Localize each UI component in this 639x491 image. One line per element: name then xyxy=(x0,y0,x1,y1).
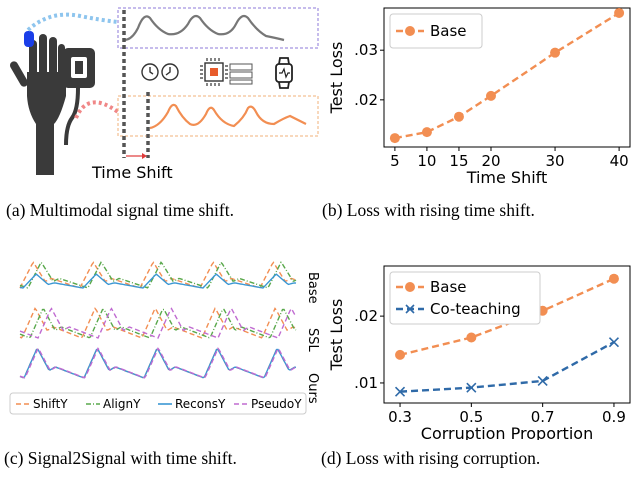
smartwatch-icon xyxy=(275,57,293,89)
signal-legend-label: ReconsY xyxy=(175,397,226,411)
data-point xyxy=(485,90,496,101)
y-tick-label: .02 xyxy=(354,91,378,109)
signal-line xyxy=(19,273,297,289)
series-line-1 xyxy=(399,341,615,393)
caption-b: (b) Loss with rising time shift. xyxy=(322,200,535,220)
y-tick-label: .02 xyxy=(354,307,378,325)
wrist-device-icon xyxy=(63,48,95,146)
signal-line xyxy=(19,308,297,339)
caption-a: (a) Multimodal signal time shift. xyxy=(6,200,234,220)
legend-label: Co-teaching xyxy=(430,300,521,318)
clock-icons xyxy=(141,63,179,81)
time-shift-label: Time Shift xyxy=(91,163,173,182)
data-point xyxy=(395,349,406,360)
time-shift-arrowhead xyxy=(142,153,147,159)
chart-d: 0.3 0.5 0.7 0.9 .01 .02 Corruption Proportion T… xyxy=(327,265,631,443)
signal-line xyxy=(19,261,297,289)
memory-icon xyxy=(229,63,253,85)
y-axis-label: Test Loss xyxy=(327,299,346,372)
signal2signal-plot: Base SSL Ours ShiftY AlignY ReconsY PseudoY xyxy=(9,261,320,415)
caption-d: (d) Loss with rising corruption. xyxy=(321,448,541,468)
panel-c: Base SSL Ours ShiftY AlignY ReconsY PseudoY xyxy=(0,250,322,430)
panel-b: 5 10 15 20 30 40 .02 .03 Time Shift Test Loss Base xyxy=(322,0,639,195)
x-tick-label: 20 xyxy=(481,152,500,170)
plot-frame xyxy=(383,265,631,404)
legend-box xyxy=(389,13,483,49)
panel-d: 0.3 0.5 0.7 0.9 .01 .02 Corruption Proportion T… xyxy=(322,250,639,443)
data-point xyxy=(394,386,406,397)
data-point xyxy=(614,7,625,18)
legend-marker xyxy=(405,26,415,36)
chip-icon xyxy=(200,58,228,86)
chart-b: 5 10 15 20 30 40 .02 .03 Time Shift Test Loss Base xyxy=(327,7,631,187)
x-tick-label: 0.5 xyxy=(459,408,483,426)
row-label-base: Base xyxy=(305,272,320,304)
data-point xyxy=(537,375,548,387)
data-point xyxy=(550,47,561,58)
y-tick-label: .03 xyxy=(354,41,378,59)
data-point xyxy=(389,133,400,144)
blue-dotted-connector xyxy=(26,12,119,32)
x-tick-label: 30 xyxy=(546,152,565,170)
signal-line xyxy=(19,347,297,379)
caption-c: (c) Signal2Signal with time shift. xyxy=(4,448,237,468)
row-label-ours: Ours xyxy=(305,373,320,404)
signal-legend: ShiftY AlignY ReconsY PseudoY xyxy=(16,397,302,411)
ecg-signal-box xyxy=(117,95,319,137)
data-point xyxy=(466,332,477,343)
y-axis-label: Test Loss xyxy=(327,42,346,115)
signal-legend-label: ShiftY xyxy=(33,397,68,411)
data-point xyxy=(608,337,620,348)
signal-legend-label: PseudoY xyxy=(251,397,302,411)
y-tick-label: .01 xyxy=(354,374,378,392)
panel-a-illustration: Time Shift xyxy=(10,7,319,182)
x-tick-label: 5 xyxy=(390,152,400,170)
ppg-signal-box xyxy=(117,7,319,49)
legend-marker xyxy=(405,282,415,292)
series-line-0 xyxy=(394,11,620,140)
legend-label: Base xyxy=(430,278,467,296)
signal-line xyxy=(19,307,297,339)
x-axis-label: Corruption Proportion xyxy=(421,424,593,440)
x-axis-label: Time Shift xyxy=(466,168,548,187)
data-point xyxy=(608,273,619,284)
ecg-signal-wave xyxy=(149,103,307,130)
signal-rows xyxy=(19,261,297,379)
legend-box xyxy=(389,271,541,325)
x-tick-label: 0.9 xyxy=(602,408,626,426)
x-tick-label: 10 xyxy=(417,152,436,170)
panel-a: Time Shift xyxy=(0,0,322,190)
x-tick-label: 0.3 xyxy=(388,408,412,426)
legend-label: Base xyxy=(430,22,467,40)
data-point xyxy=(421,127,432,138)
hand-icon xyxy=(10,34,66,175)
data-point xyxy=(453,111,464,122)
signal-line xyxy=(19,261,297,289)
x-tick-label: 15 xyxy=(449,152,468,170)
x-tick-label: 0.7 xyxy=(531,408,555,426)
signal-legend-label: AlignY xyxy=(103,397,141,411)
finger-sensor-icon xyxy=(24,31,34,47)
signal-line xyxy=(19,307,297,339)
pink-dotted-connector xyxy=(74,100,120,119)
ppg-signal-wave xyxy=(123,14,285,42)
row-label-ssl: SSL xyxy=(305,328,320,353)
data-point xyxy=(466,382,477,393)
legend-marker xyxy=(405,304,415,314)
plot-frame xyxy=(383,7,631,148)
x-tick-label: 40 xyxy=(610,152,629,170)
